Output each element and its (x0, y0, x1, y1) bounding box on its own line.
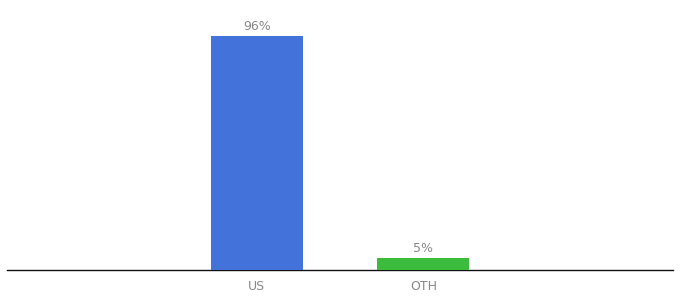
Text: 96%: 96% (243, 20, 271, 33)
Text: 5%: 5% (413, 242, 433, 255)
Bar (377, 258, 469, 270)
Bar (211, 36, 303, 270)
